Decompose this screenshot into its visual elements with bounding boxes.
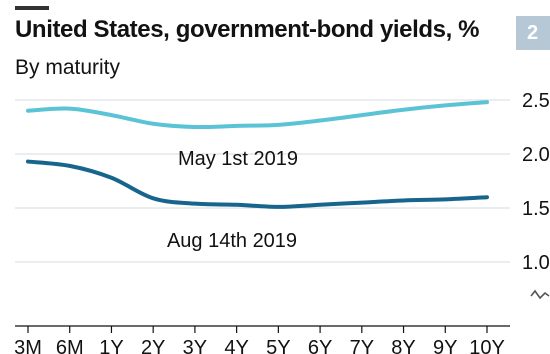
panel-number-badge: 2 bbox=[516, 16, 550, 50]
y-tick-label-3: 1.0 bbox=[522, 252, 550, 274]
x-tick-label-7: 6Y bbox=[308, 337, 332, 354]
chart-title: United States, government-bond yields, % bbox=[15, 16, 480, 43]
series-labels: May 1st 2019 Aug 14th 2019 bbox=[167, 148, 298, 252]
x-tick-label-3: 2Y bbox=[141, 337, 165, 354]
y-tick-label-0: 2.5 bbox=[522, 90, 550, 112]
x-axis-ticks: 3M 6M 1Y 2Y 3Y 4Y 5Y 6Y 7Y 8Y 9Y 10Y bbox=[14, 337, 505, 354]
chart-subtitle: By maturity bbox=[15, 56, 121, 79]
x-tick-label-4: 3Y bbox=[183, 337, 207, 354]
y-axis-ticks: 2.5 2.0 1.5 1.0 bbox=[522, 90, 550, 274]
series-line-1 bbox=[26, 159, 489, 209]
gridlines bbox=[15, 99, 510, 263]
x-tick-label-10: 9Y bbox=[433, 337, 457, 354]
axis-break bbox=[530, 289, 550, 300]
x-tick-label-0: 3M bbox=[14, 337, 42, 354]
y-tick-label-2: 1.5 bbox=[522, 198, 550, 220]
x-tick-label-1: 6M bbox=[56, 337, 84, 354]
y-tick-label-1: 2.0 bbox=[522, 144, 550, 166]
x-axis bbox=[15, 325, 510, 333]
series-line-0 bbox=[26, 100, 489, 130]
series-label-1: Aug 14th 2019 bbox=[167, 230, 297, 252]
title-accent-bar bbox=[15, 6, 49, 10]
x-tick-label-8: 7Y bbox=[350, 337, 374, 354]
x-tick-label-5: 4Y bbox=[224, 337, 248, 354]
series-label-0: May 1st 2019 bbox=[178, 148, 298, 170]
x-tick-label-6: 5Y bbox=[266, 337, 290, 354]
series-lines bbox=[26, 100, 489, 209]
x-tick-label-2: 1Y bbox=[99, 337, 123, 354]
x-tick-label-9: 8Y bbox=[391, 337, 415, 354]
axis-break-mark bbox=[530, 289, 550, 300]
x-tick-label-11: 10Y bbox=[469, 337, 505, 354]
